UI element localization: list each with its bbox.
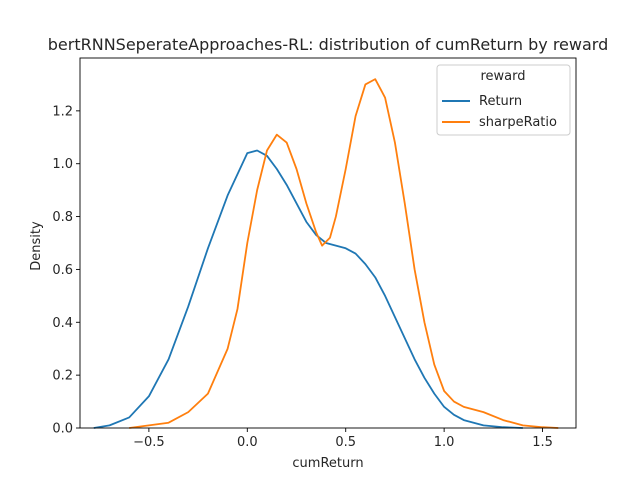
x-tick-label: 0.5 (335, 435, 356, 450)
plot-area: −0.5 0.0 0.5 1.0 1.5 0.0 0.2 0.4 0.6 0.8 1.0 1.2 (52, 57, 577, 450)
y-tick-label: 0.0 (52, 422, 73, 437)
x-tick-label: 0.0 (237, 435, 258, 450)
x-axis-label: cumReturn (292, 456, 363, 471)
y-tick-label: 0.6 (52, 263, 73, 278)
legend: reward Return sharpeRatio (436, 64, 571, 136)
y-tick-label: 0.4 (52, 316, 73, 331)
y-tick-label: 0.8 (52, 210, 73, 225)
legend-label-sharperatio: sharpeRatio (479, 115, 557, 130)
legend-frame (436, 64, 571, 136)
x-tick-label: 1.5 (532, 435, 553, 450)
chart-title: bertRNNSeperateApproaches-RL: distributi… (48, 35, 608, 54)
legend-label-return: Return (479, 94, 522, 109)
series-line-return (93, 149, 523, 429)
x-tick-label: 1.0 (434, 435, 455, 450)
y-tick-label: 1.2 (52, 104, 73, 119)
y-tick-label: 0.2 (52, 369, 73, 384)
series-line-sharperatio (129, 78, 559, 429)
y-tick-label: 1.0 (52, 157, 73, 172)
legend-title: reward (480, 69, 525, 84)
x-tick-label: −0.5 (133, 435, 165, 450)
axes-frame (79, 57, 577, 429)
y-axis-label: Density (29, 221, 44, 271)
